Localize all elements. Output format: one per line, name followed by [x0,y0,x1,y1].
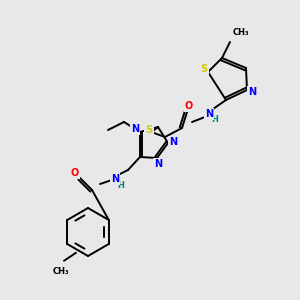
Text: S: S [146,125,153,135]
Text: O: O [71,168,79,178]
Text: N: N [169,137,177,147]
Text: N: N [248,87,256,97]
Text: N: N [205,109,213,119]
Text: S: S [200,64,208,74]
Text: CH₃: CH₃ [53,267,69,276]
Text: N: N [111,174,119,184]
Text: N: N [154,159,162,169]
Text: H: H [212,116,218,124]
Text: H: H [118,181,124,190]
Text: CH₃: CH₃ [233,28,250,37]
Text: N: N [131,124,139,134]
Text: O: O [185,101,193,111]
